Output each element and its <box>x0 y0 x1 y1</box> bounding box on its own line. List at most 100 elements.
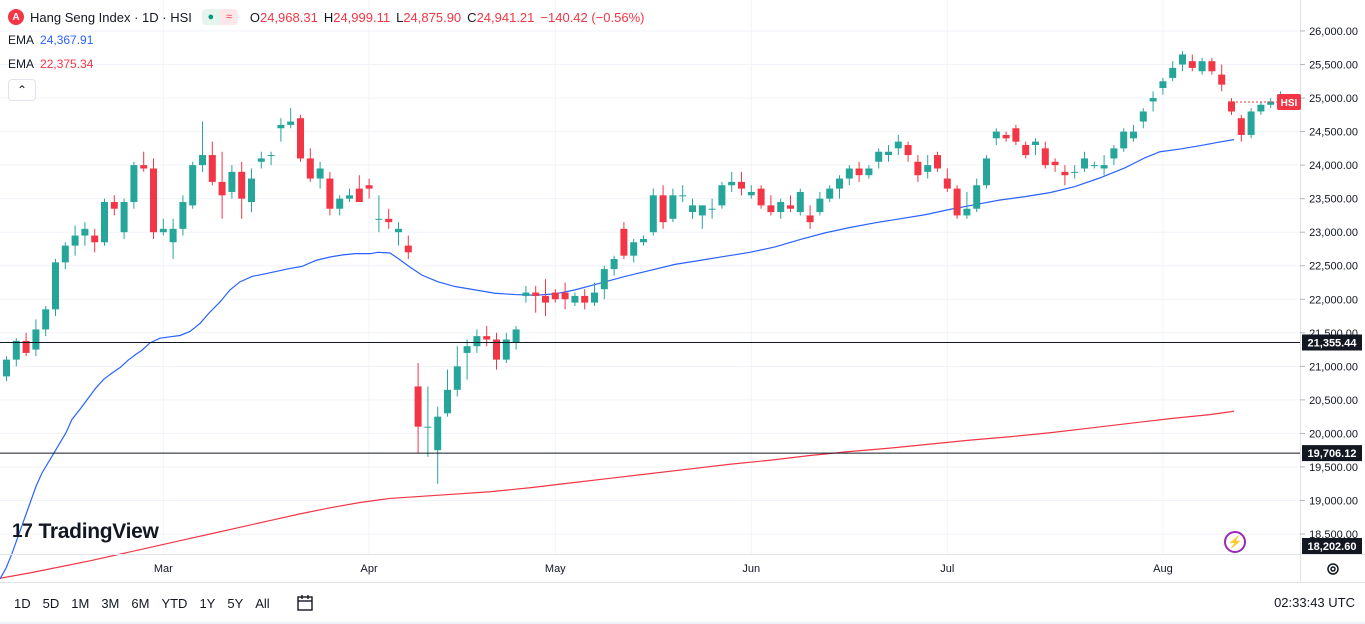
price-axis[interactable]: 18,500.0019,000.0019,500.0020,000.0020,5… <box>1236 0 1362 582</box>
axis-bottom-label-bg <box>1302 538 1362 554</box>
collapse-legend-button[interactable]: ⌃ <box>8 79 36 101</box>
candle-body <box>375 218 383 220</box>
candle-body <box>365 185 373 189</box>
candle-body <box>914 161 922 176</box>
candle-body <box>12 340 20 360</box>
symbol-title[interactable]: Hang Seng Index · 1D · HSI <box>30 9 192 25</box>
candle-body <box>355 188 363 203</box>
candle-body <box>659 195 667 223</box>
ema-slow-name: EMA <box>8 57 35 71</box>
candle-body <box>581 295 589 303</box>
candle-body <box>189 165 197 206</box>
ema-legend-fast[interactable]: EMA 24,367.91 <box>8 33 93 47</box>
timeframe-5y[interactable]: 5Y <box>227 595 244 611</box>
candle-body <box>1257 104 1265 112</box>
candle-body <box>669 195 677 219</box>
candle-body <box>1267 101 1275 105</box>
ema-legend-slow[interactable]: EMA 22,375.34 <box>8 57 93 71</box>
candle-body <box>52 262 59 310</box>
time-axis[interactable]: Mar Apr May Jun Jul Aug <box>0 554 1365 576</box>
candle-body <box>934 155 941 169</box>
timeframe-1m[interactable]: 1M <box>71 595 90 611</box>
candle-body <box>404 245 412 253</box>
gear-icon[interactable] <box>1322 558 1344 580</box>
price-tick-label: 23,500.00 <box>1309 194 1358 206</box>
tv-logo-text: TradingView <box>38 520 159 543</box>
candle-body <box>885 151 892 156</box>
timeframe-1y[interactable]: 1Y <box>199 595 216 611</box>
timeframe-5d[interactable]: 5D <box>42 595 60 611</box>
candle-body <box>610 259 618 270</box>
data-delay-icon[interactable]: ≈ <box>219 9 238 25</box>
price-tag-symbol: HSI <box>1281 98 1298 109</box>
candle-body <box>796 191 804 213</box>
timeframe-6m[interactable]: 6M <box>131 595 150 611</box>
candle-body <box>973 185 981 209</box>
candle-body <box>620 228 628 256</box>
candle-body <box>297 118 304 159</box>
candle-body <box>1198 61 1206 72</box>
candle-body <box>1110 148 1118 159</box>
candle-body <box>1012 128 1020 142</box>
ema-fast-line <box>0 139 1235 580</box>
candle-body <box>551 292 559 300</box>
price-tick-label: 21,000.00 <box>1309 361 1358 373</box>
candle-body <box>532 292 540 296</box>
candle-body <box>865 168 873 176</box>
timeframe-ytd[interactable]: YTD <box>161 595 188 611</box>
price-tick-label: 20,000.00 <box>1309 428 1358 440</box>
candle-body <box>806 215 814 223</box>
time-tick-label: May <box>545 563 566 575</box>
tradingview-logo: 17 TradingView <box>12 520 159 544</box>
timeframe-all[interactable]: All <box>255 595 270 611</box>
close-label: C <box>467 9 477 25</box>
candles-series <box>3 51 1294 484</box>
candle-body <box>22 340 30 353</box>
open-value: 24,968.31 <box>259 9 318 25</box>
candle-body <box>767 205 775 213</box>
candle-body <box>924 165 932 172</box>
price-tick-label: 19,000.00 <box>1309 495 1358 507</box>
timeframe-3m[interactable]: 3M <box>101 595 120 611</box>
utc-clock[interactable]: 02:33:43 UTC <box>1274 595 1355 610</box>
candle-body <box>336 198 344 209</box>
calendar-range-icon[interactable] <box>294 592 316 614</box>
candle-body <box>208 155 216 182</box>
price-tick-label: 25,500.00 <box>1309 60 1358 72</box>
price-tag-bg <box>1277 94 1301 111</box>
price-tick-label: 22,500.00 <box>1309 261 1358 273</box>
open-label: O <box>249 9 260 25</box>
timeframe-1d[interactable]: 1D <box>14 595 31 611</box>
candle-body <box>963 208 971 216</box>
candle-body <box>630 242 638 256</box>
candle-body <box>493 339 500 360</box>
candle-body <box>1130 131 1137 139</box>
low-label: L <box>396 9 404 25</box>
candle-body <box>150 168 157 233</box>
candle-body <box>267 155 275 157</box>
candle-body <box>698 205 706 216</box>
price-tick-label: 19,500.00 <box>1309 462 1358 474</box>
candle-body <box>708 208 716 210</box>
candle-body <box>434 416 442 451</box>
candle-body <box>777 202 785 213</box>
market-status-icon[interactable]: ● <box>201 9 220 25</box>
candle-body <box>943 178 951 189</box>
candle-body <box>199 155 206 166</box>
candle-body <box>483 336 491 340</box>
candle-body <box>522 292 530 296</box>
candle-body <box>120 202 128 233</box>
candle-body <box>738 181 745 189</box>
lightning-icon[interactable]: ⚡ <box>1224 531 1246 553</box>
candle-body <box>1218 74 1226 85</box>
candle-body <box>816 198 824 213</box>
candle-body <box>718 185 726 206</box>
hline-label-bg <box>1302 334 1362 351</box>
candle-body <box>257 158 265 162</box>
status-pills[interactable]: ● ≈ <box>201 9 238 25</box>
candle-body <box>1061 171 1069 176</box>
candle-body <box>855 168 863 176</box>
candle-body <box>1247 111 1255 135</box>
candle-body <box>1002 134 1010 139</box>
